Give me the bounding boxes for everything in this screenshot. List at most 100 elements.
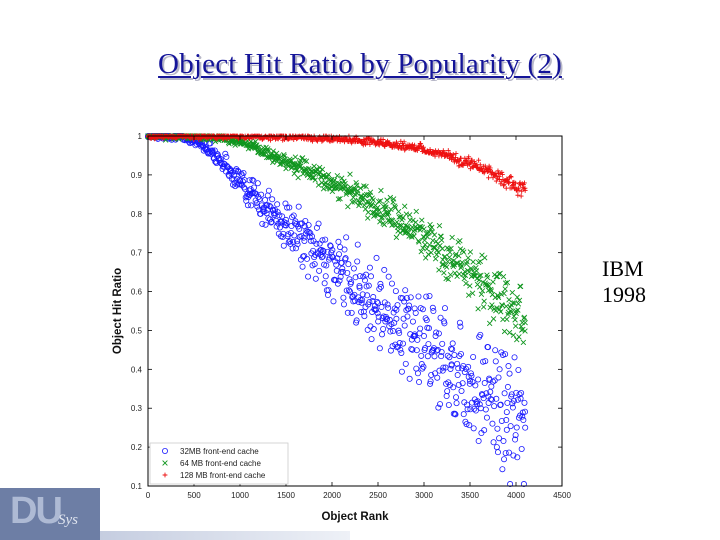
- data-point: [417, 325, 424, 332]
- data-point: [223, 153, 230, 160]
- data-point: [370, 326, 377, 333]
- data-point: [401, 322, 408, 329]
- data-point: [385, 304, 392, 311]
- data-point: [375, 141, 381, 147]
- x-tick-label: 500: [187, 491, 201, 500]
- data-point: [464, 401, 471, 408]
- data-point: [443, 264, 450, 270]
- data-point: [214, 136, 220, 142]
- data-point: [316, 164, 323, 171]
- source-note: IBM 1998: [602, 256, 646, 308]
- data-point: [451, 351, 458, 358]
- data-point: [276, 224, 283, 231]
- data-point: [264, 192, 271, 199]
- data-point: [420, 363, 427, 370]
- data-point: [482, 358, 489, 365]
- data-point: [244, 202, 251, 209]
- data-point: [209, 147, 216, 154]
- data-point: [470, 164, 475, 170]
- data-point: [419, 217, 425, 223]
- data-point: [333, 261, 340, 268]
- data-point: [250, 177, 257, 184]
- data-point: [354, 241, 361, 248]
- data-point: [409, 346, 416, 353]
- data-point: [316, 267, 323, 274]
- data-point: [285, 239, 292, 246]
- data-point: [322, 180, 328, 186]
- data-point: [425, 341, 432, 348]
- data-point: [461, 275, 468, 282]
- data-point: [320, 248, 327, 255]
- data-point: [377, 219, 383, 225]
- data-point: [422, 345, 429, 352]
- data-point: [469, 290, 476, 296]
- data-point: [473, 268, 480, 274]
- data-point: [413, 219, 419, 226]
- data-point: [456, 158, 462, 164]
- data-point: [339, 175, 345, 181]
- data-point: [418, 141, 424, 147]
- data-point: [334, 173, 341, 179]
- data-point: [459, 259, 465, 266]
- data-point: [463, 421, 470, 428]
- data-point: [424, 353, 431, 360]
- y-tick-label: 0.3: [131, 404, 143, 413]
- data-point: [337, 244, 344, 251]
- data-point: [522, 424, 529, 431]
- data-point: [229, 137, 236, 143]
- legend: 32MB front-end cache 64 MB front-end cac…: [149, 442, 289, 485]
- data-point: [380, 137, 386, 142]
- data-point: [497, 401, 504, 408]
- data-point: [479, 288, 486, 294]
- data-point: [476, 157, 482, 163]
- data-point: [265, 136, 271, 142]
- data-point: [365, 209, 371, 216]
- data-point: [446, 354, 453, 361]
- data-point: [335, 196, 342, 202]
- data-point: [507, 423, 514, 430]
- data-point: [490, 316, 497, 322]
- data-point: [368, 273, 375, 280]
- data-point: [506, 297, 512, 303]
- data-point: [291, 232, 298, 239]
- data-point: [475, 259, 482, 266]
- data-point: [382, 144, 388, 149]
- data-point: [465, 255, 471, 261]
- data-point: [453, 251, 459, 257]
- data-point: [506, 329, 513, 336]
- data-point: [493, 444, 500, 451]
- data-point: [409, 318, 416, 325]
- data-point: [512, 323, 519, 329]
- data-point: [258, 191, 265, 198]
- data-point: [521, 186, 527, 192]
- data-point: [438, 353, 445, 360]
- data-point: [289, 245, 296, 252]
- data-point: [518, 446, 525, 453]
- x-tick-label: 1000: [231, 491, 249, 500]
- x-axis-label: Object Rank: [321, 511, 389, 523]
- data-point: [330, 138, 336, 144]
- data-point: [320, 186, 327, 192]
- data-point: [353, 317, 360, 324]
- data-point: [414, 370, 421, 377]
- data-point: [451, 410, 458, 417]
- data-point: [508, 393, 515, 400]
- data-point: [412, 142, 418, 148]
- data-point: [376, 207, 383, 213]
- data-point: [321, 280, 328, 287]
- data-point: [463, 280, 469, 287]
- data-point: [330, 298, 337, 305]
- data-point: [449, 340, 456, 347]
- data-point: [262, 197, 269, 204]
- data-point: [325, 171, 332, 178]
- data-point: [279, 213, 286, 220]
- data-point: [345, 287, 352, 294]
- data-point: [378, 187, 384, 194]
- data-point: [487, 304, 493, 311]
- data-point: [399, 295, 406, 302]
- data-point: [435, 249, 442, 255]
- data-point: [502, 286, 508, 292]
- data-point: [373, 254, 380, 261]
- data-point: [466, 422, 473, 429]
- data-point: [446, 254, 453, 261]
